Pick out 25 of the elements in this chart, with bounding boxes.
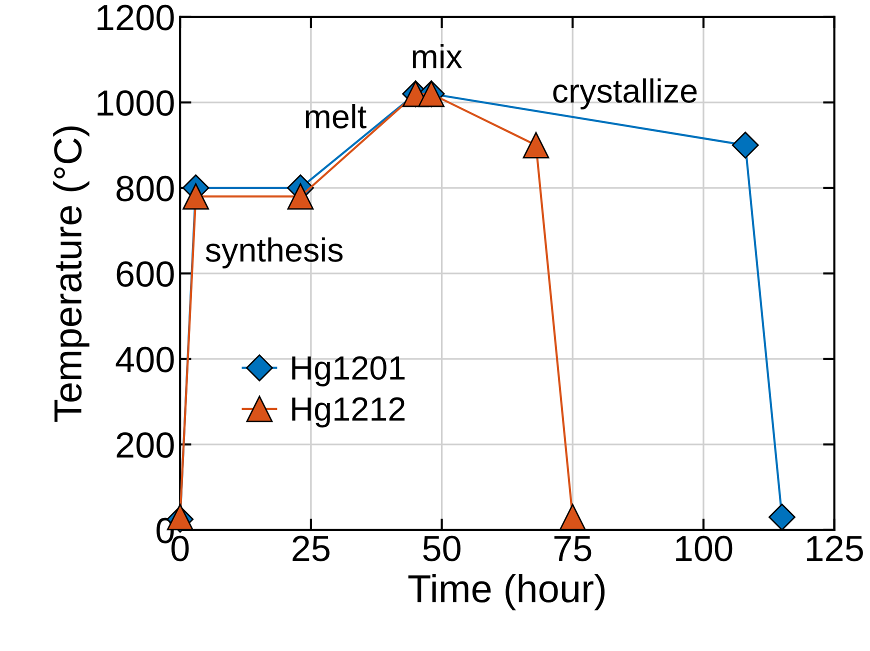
annotation: synthesis <box>206 237 343 268</box>
annotation: mix <box>412 44 462 68</box>
y-tick-label: 200 <box>116 432 174 458</box>
x-tick-label: 50 <box>423 536 460 562</box>
point <box>732 132 759 159</box>
x-tick-label: 25 <box>292 536 330 562</box>
point <box>182 183 209 210</box>
point <box>768 504 796 531</box>
x-tick-label: 125 <box>806 536 863 562</box>
y-tick-label: 600 <box>116 261 174 287</box>
x-axis-title: Time (hour) <box>408 574 605 610</box>
legend-label: Hg1212 <box>292 397 405 428</box>
point <box>287 183 314 210</box>
y-tick-label: 1200 <box>98 4 174 30</box>
annotation: crystallize <box>553 78 697 110</box>
y-tick-label: 1000 <box>98 90 174 116</box>
x-tick-label: 100 <box>676 536 732 562</box>
x-tick-label: 75 <box>554 536 592 562</box>
y-tick-label: 400 <box>116 346 174 372</box>
point <box>559 504 586 530</box>
y-axis-title: Temperature (°C) <box>53 126 90 422</box>
point <box>522 132 550 158</box>
y-tick-label: 800 <box>116 176 174 202</box>
annotation: melt <box>306 104 366 128</box>
legend-label: Hg1201 <box>292 356 405 386</box>
